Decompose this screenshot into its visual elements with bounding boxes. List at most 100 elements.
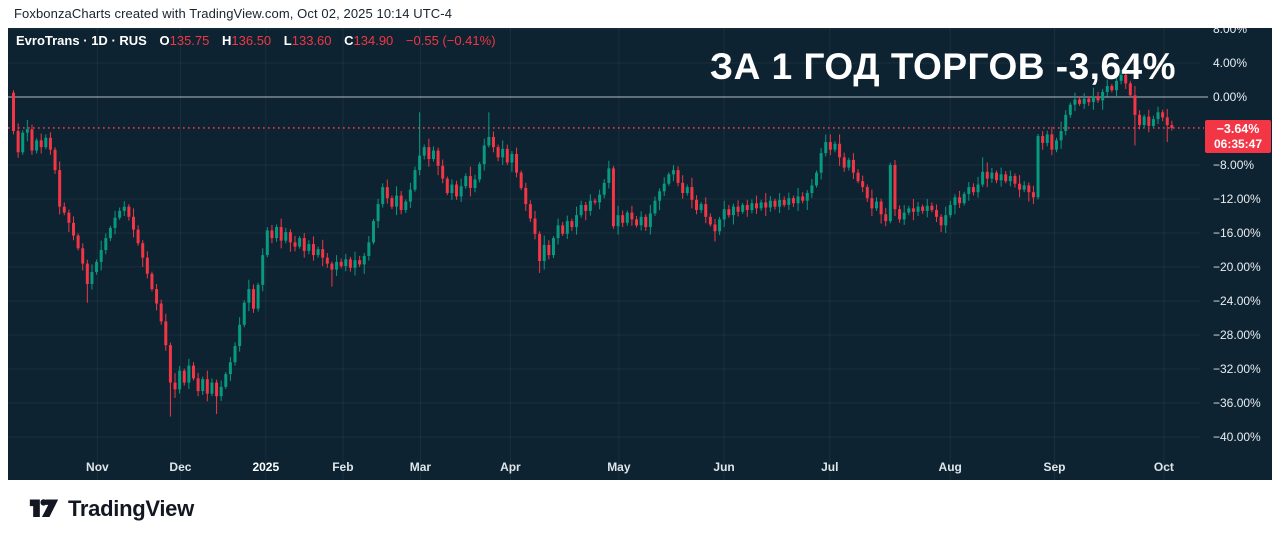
candle-up: [598, 194, 602, 203]
candle-down: [150, 273, 154, 290]
legend-exchange: RUS: [119, 33, 147, 48]
candle-up: [731, 206, 735, 216]
candle-down: [1128, 83, 1132, 96]
candle-down: [1087, 98, 1091, 103]
candle-up: [104, 238, 108, 250]
candle-down: [145, 257, 149, 274]
candle-down: [704, 204, 708, 217]
last-price-badge: −3.64% 06:35:47: [1205, 120, 1271, 153]
candle-up: [658, 191, 662, 201]
y-tick-label: −8.00%: [1213, 158, 1255, 172]
candle-up: [1101, 91, 1105, 101]
candle-down: [690, 187, 694, 200]
candlestick-chart[interactable]: [8, 28, 1272, 480]
candle-down: [48, 137, 52, 150]
candle-up: [976, 184, 980, 193]
candle-down: [515, 153, 519, 173]
legend-separator: ·: [111, 33, 116, 48]
candle-down: [455, 184, 459, 197]
candle-up: [1105, 85, 1109, 92]
candle-up: [741, 204, 745, 212]
candle-up: [1114, 80, 1118, 91]
candle-down: [85, 263, 89, 284]
y-tick-label: −20.00%: [1213, 260, 1261, 274]
candle-down: [436, 150, 440, 166]
candle-down: [1078, 99, 1082, 104]
candle-up: [353, 260, 357, 268]
candle-up: [247, 289, 251, 303]
candle-down: [293, 242, 297, 247]
candle-up: [1008, 176, 1012, 182]
candle-up: [118, 210, 122, 218]
candle-down: [791, 198, 795, 204]
candle-up: [201, 379, 205, 392]
candle-up: [418, 155, 422, 171]
candle-down: [155, 289, 159, 304]
chart-title: ЗА 1 ГОД ТОРГОВ -3,64%: [709, 46, 1176, 87]
candle-down: [939, 216, 943, 226]
candle-up: [422, 147, 426, 156]
candle-down: [870, 198, 874, 209]
chart-legend[interactable]: EvroTrans · 1D · RUS O135.75 H136.50 L13…: [16, 33, 496, 48]
candle-up: [1082, 98, 1086, 104]
candle-down: [191, 365, 195, 379]
candle-up: [902, 212, 906, 220]
candle-down: [1161, 112, 1165, 118]
candle-up: [35, 140, 39, 151]
candle-down: [524, 187, 528, 205]
y-tick-label: 8.00%: [1213, 28, 1248, 36]
candle-down: [1133, 95, 1137, 115]
candle-down: [173, 382, 177, 390]
candle-down: [865, 187, 869, 199]
x-tick-label: Dec: [169, 460, 192, 474]
candle-down: [801, 196, 805, 201]
tradingview-logo[interactable]: TradingView: [29, 496, 194, 522]
candle-up: [648, 213, 652, 228]
candle-up: [344, 259, 348, 267]
legend-low-label: L: [283, 33, 292, 48]
candle-up: [21, 132, 25, 153]
y-tick-label: −40.00%: [1213, 430, 1261, 444]
last-price-value: −3.64%: [1216, 122, 1260, 136]
candle-down: [1031, 192, 1035, 198]
candle-up: [819, 153, 823, 173]
candle-down: [528, 204, 532, 219]
candle-up: [796, 196, 800, 204]
candle-up: [284, 232, 288, 241]
candle-up: [381, 187, 385, 205]
candle-down: [621, 215, 625, 223]
y-tick-label: −24.00%: [1213, 294, 1261, 308]
candle-up: [787, 198, 791, 205]
candle-down: [441, 165, 445, 179]
candle-down: [358, 260, 362, 265]
bar-countdown: 06:35:47: [1213, 137, 1263, 151]
candle-up: [653, 200, 657, 214]
candle-up: [718, 219, 722, 232]
candle-down: [593, 200, 597, 203]
candle-up: [228, 362, 232, 375]
candle-down: [390, 198, 394, 207]
candle-down: [861, 181, 865, 188]
candle-down: [12, 92, 15, 131]
candle-up: [178, 370, 182, 390]
candle-up: [1151, 119, 1155, 126]
candle-down: [58, 170, 62, 207]
candle-up: [1022, 185, 1026, 190]
candle-down: [884, 214, 888, 222]
candle-down: [533, 218, 537, 234]
candle-up: [242, 302, 246, 325]
candle-down: [676, 170, 680, 183]
candle-down: [898, 209, 902, 220]
candle-up: [25, 129, 29, 133]
candle-up: [981, 171, 985, 185]
candle-down: [321, 249, 325, 258]
candle-down: [547, 244, 551, 256]
candle-up: [888, 165, 892, 222]
candle-down: [168, 345, 172, 383]
candle-down: [325, 257, 329, 264]
candle-up: [367, 242, 371, 256]
candle-up: [90, 272, 94, 284]
candle-up: [953, 197, 957, 205]
x-tick-label: Mar: [409, 460, 432, 474]
candle-up: [371, 221, 375, 243]
